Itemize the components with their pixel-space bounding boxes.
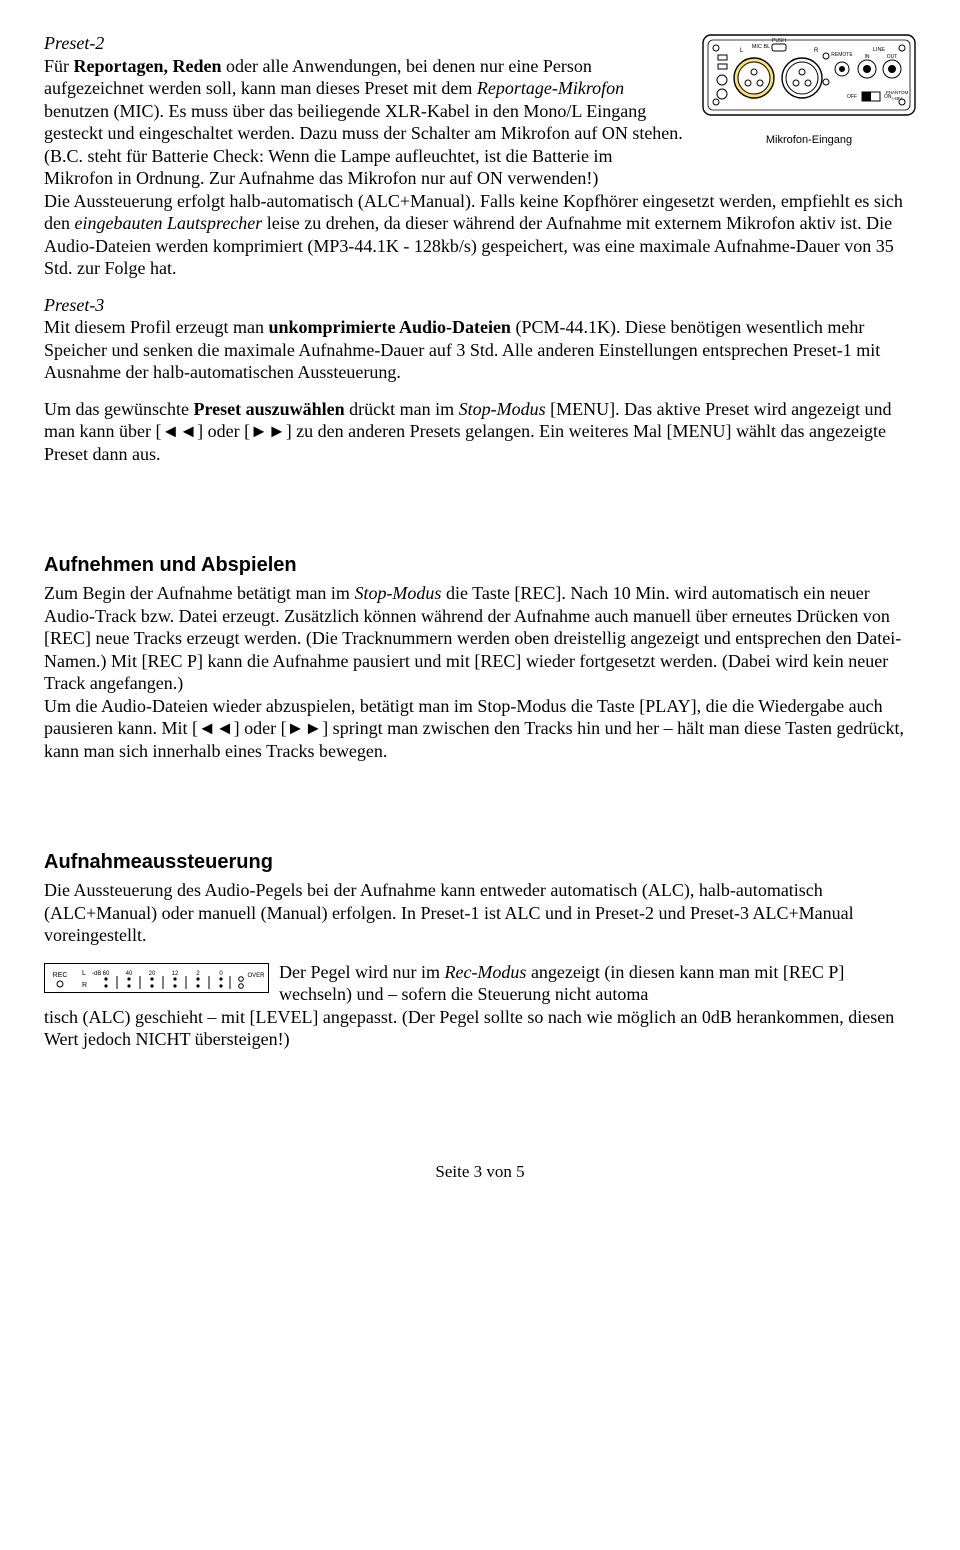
svg-text:MIC BL: MIC BL xyxy=(752,44,770,50)
svg-text:L: L xyxy=(82,970,86,977)
page-footer: Seite 3 von 5 xyxy=(44,1161,916,1182)
level-intro: Die Aussteuerung des Audio-Pegels bei de… xyxy=(44,879,916,947)
preset3-label: Preset-3 xyxy=(44,295,104,315)
svg-text:-dB: -dB xyxy=(92,971,101,977)
svg-text:OFF: OFF xyxy=(847,94,857,100)
record-section: Aufnehmen und Abspielen Zum Begin der Au… xyxy=(44,553,916,762)
level-heading: Aufnahmeaussteuerung xyxy=(44,850,916,875)
svg-text:20: 20 xyxy=(149,971,156,977)
svg-text:REC: REC xyxy=(53,972,68,979)
preset-select-paragraph: Um das gewünschte Preset auszuwählen drü… xyxy=(44,398,916,466)
svg-text:40: 40 xyxy=(126,971,133,977)
mic-input-diagram: MIC BL PUSH L R REMOTE LINE IN OUT OFF O… xyxy=(702,34,916,148)
record-heading: Aufnehmen und Abspielen xyxy=(44,553,916,578)
svg-text:60: 60 xyxy=(103,971,110,977)
svg-text:PHANTOM: PHANTOM xyxy=(886,90,909,95)
svg-text:OUT: OUT xyxy=(887,54,898,60)
preset3-paragraph: Preset-3 Mit diesem Profil erzeugt man u… xyxy=(44,294,916,384)
svg-text:REMOTE: REMOTE xyxy=(831,52,853,58)
svg-text:R: R xyxy=(814,48,819,54)
svg-text:PUSH: PUSH xyxy=(772,38,786,44)
preset2-label: Preset-2 xyxy=(44,33,104,53)
record-paragraph: Zum Begin der Aufnahme betätigt man im S… xyxy=(44,582,916,762)
svg-text:12: 12 xyxy=(172,971,179,977)
svg-text:LINE: LINE xyxy=(873,47,886,53)
svg-text:IN: IN xyxy=(865,54,870,60)
diagram-caption: Mikrofon-Eingang xyxy=(702,134,916,148)
level-meter-row: REC L R -dB 60 40 20 12 2 0 xyxy=(44,961,916,1006)
svg-text:R: R xyxy=(82,982,87,989)
level-tail: tisch (ALC) geschieht – mit [LEVEL] ange… xyxy=(44,1007,894,1050)
svg-text:+48V: +48V xyxy=(892,96,903,101)
level-meter-diagram: REC L R -dB 60 40 20 12 2 0 xyxy=(44,963,269,993)
svg-text:OVER: OVER xyxy=(247,973,265,979)
level-section: Aufnahmeaussteuerung Die Aussteuerung de… xyxy=(44,850,916,1051)
preset2-section: MIC BL PUSH L R REMOTE LINE IN OUT OFF O… xyxy=(44,32,916,294)
